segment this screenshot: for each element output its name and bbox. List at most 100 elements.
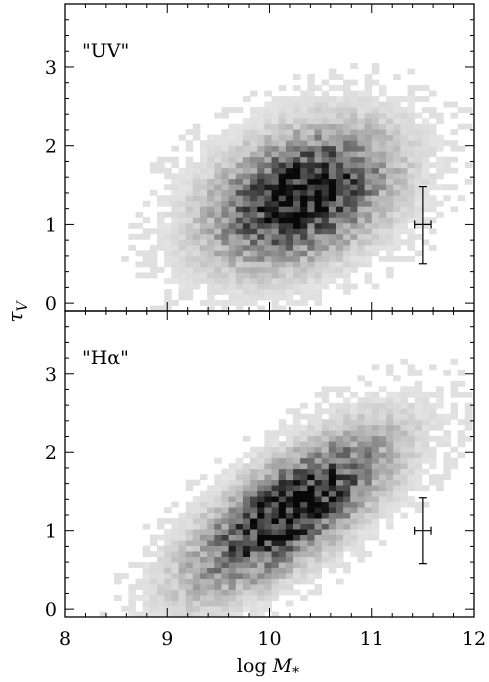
density-cell [228, 261, 237, 268]
density-cell [321, 397, 330, 404]
density-cell [250, 457, 258, 464]
density-cell [221, 501, 229, 508]
density-cell [400, 96, 408, 103]
density-cell [378, 228, 387, 235]
density-cell [321, 178, 330, 185]
density-cell [164, 299, 172, 306]
density-cell [235, 151, 244, 158]
density-cell [393, 474, 401, 481]
density-cell [185, 266, 194, 273]
density-cell [321, 523, 330, 530]
density-cell [335, 250, 344, 257]
density-cell [443, 195, 451, 202]
density-cell [335, 529, 344, 536]
density-cell [414, 129, 423, 136]
density-cell [192, 195, 201, 202]
density-cell [321, 518, 330, 525]
density-cell [357, 408, 365, 415]
density-cell [300, 523, 308, 530]
density-cell [250, 490, 258, 497]
density-cell [350, 228, 358, 235]
density-cell [285, 129, 294, 136]
density-cell [164, 562, 172, 568]
density-cell [378, 140, 387, 147]
density-cell [271, 529, 280, 536]
density-cell [293, 430, 301, 437]
density-cell [321, 540, 330, 546]
density-cell [264, 228, 272, 235]
density-cell [371, 391, 380, 398]
density-cell [221, 573, 229, 579]
density-cell [271, 595, 280, 601]
density-cell [400, 496, 408, 503]
density-cell [371, 107, 380, 114]
density-cell [386, 419, 394, 426]
density-cell [250, 288, 258, 295]
density-cell [321, 507, 330, 514]
density-cell [221, 173, 229, 180]
density-cell [335, 228, 344, 235]
density-cell [314, 474, 323, 481]
density-cell [214, 233, 222, 240]
density-cell [293, 74, 301, 80]
density-cell [314, 123, 323, 130]
density-cell [371, 184, 380, 191]
density-cell [400, 239, 408, 246]
density-cell [335, 540, 344, 546]
density-cell [242, 261, 251, 268]
density-cell [386, 145, 394, 152]
density-cell [386, 184, 394, 191]
density-cell [278, 457, 287, 464]
density-cell [192, 551, 201, 557]
density-cell [293, 468, 301, 475]
density-cell [429, 402, 437, 409]
density-cell [443, 468, 451, 475]
density-cell [400, 435, 408, 442]
density-cell [321, 419, 330, 426]
density-cell [386, 408, 394, 415]
density-cell [242, 299, 251, 306]
density-cell [235, 250, 244, 257]
density-cell [328, 151, 337, 158]
density-cell [264, 222, 272, 229]
density-cell [300, 123, 308, 130]
density-cell [242, 239, 251, 246]
density-cell [235, 468, 244, 475]
density-cell [350, 156, 358, 163]
density-cell [221, 277, 229, 284]
density-cell [192, 283, 201, 290]
density-cell [350, 178, 358, 185]
density-cell [321, 545, 330, 552]
density-cell [343, 140, 351, 147]
density-cell [371, 397, 380, 404]
density-cell [235, 200, 244, 207]
density-cell [171, 540, 179, 546]
density-cell [185, 255, 194, 262]
density-cell [335, 112, 344, 119]
density-cell [185, 228, 194, 235]
density-cell [221, 184, 229, 191]
density-cell [343, 288, 351, 295]
density-cell [285, 134, 294, 141]
density-cell [378, 129, 387, 136]
density-cell [307, 206, 315, 213]
density-cell [250, 189, 258, 196]
density-cell [293, 178, 301, 185]
density-cell [343, 228, 351, 235]
density-cell [228, 178, 237, 185]
density-cell [314, 228, 323, 235]
density-cell [378, 496, 387, 503]
density-cell [257, 606, 265, 612]
density-cell [343, 173, 351, 180]
density-cell [199, 540, 208, 546]
density-cell [393, 413, 401, 420]
density-cell [228, 129, 237, 136]
density-cell [335, 402, 344, 409]
density-cell [257, 244, 265, 251]
density-cell [199, 518, 208, 525]
density-cell [214, 178, 222, 185]
density-cell [293, 162, 301, 169]
density-cells [121, 63, 473, 312]
density-cell [171, 534, 179, 541]
